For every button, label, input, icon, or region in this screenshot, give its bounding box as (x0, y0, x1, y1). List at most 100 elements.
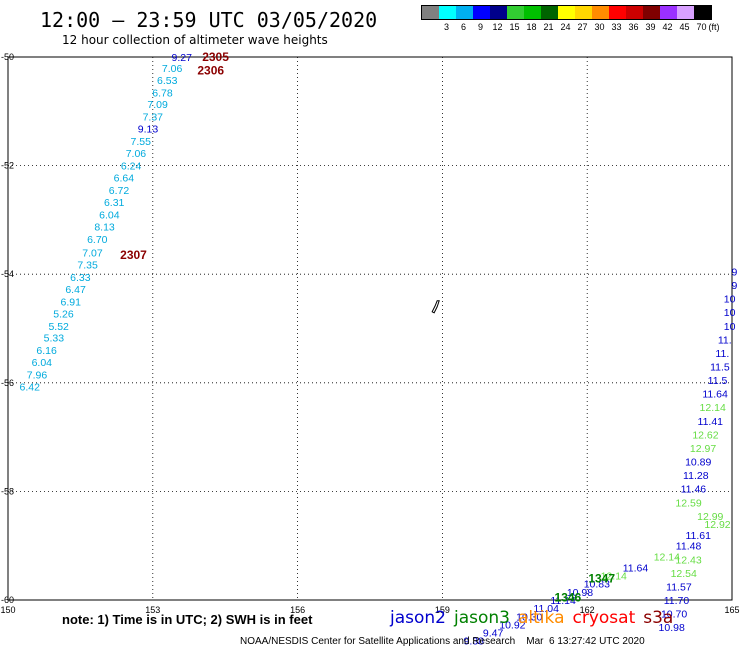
wave-height-value: 9.38 (464, 636, 485, 648)
wave-height-value: 9.47 (483, 628, 504, 640)
legend-swatch (541, 6, 558, 19)
wave-height-value: 11.64 (623, 562, 649, 574)
wave-height-value: 12.43 (675, 554, 701, 566)
wave-height-value: 10 (724, 307, 736, 319)
satellite-name-altika: altika (518, 608, 565, 628)
island-shape (431, 300, 440, 314)
wave-height-value: 10.83 (584, 579, 610, 591)
track-id-label: 2305 (202, 50, 229, 64)
wave-height-values: 9.277.066.536.787.097.379.137.557.066.24… (20, 52, 738, 648)
page-subtitle: 12 hour collection of altimeter wave hei… (62, 33, 328, 47)
satellite-name-cryosat: cryosat (572, 608, 636, 628)
legend-label: 6 (460, 22, 467, 32)
lat-tick-label: -50 (1, 52, 14, 62)
page-title: 12:00 – 23:59 UTC 03/05/2020 (40, 8, 378, 32)
legend-swatch (643, 6, 660, 19)
wave-height-value: 7.06 (162, 63, 183, 75)
wave-height-value: 9.13 (138, 124, 159, 136)
legend-labels: 3 6 9 12 15 18 21 24 27 30 33 36 39 42 45 70 (ft) (421, 20, 720, 34)
wave-height-value: 5.52 (48, 321, 69, 333)
wave-height-value: 5.26 (53, 308, 74, 320)
map-frame (7, 56, 733, 601)
wave-height-value: 10.98 (567, 587, 593, 599)
map-tick-labels: 150 153 156 159 162 165 -50 -52 -54 -56 -58 -60 (0, 52, 739, 615)
wave-height-value: 6.70 (87, 234, 108, 246)
wave-height-value: 12.14 (654, 552, 680, 564)
legend-label: 33 (611, 22, 622, 32)
wave-height-value: 6.91 (61, 296, 82, 308)
legend-unit: (ft) (708, 22, 720, 32)
wave-height-value: 6.78 (152, 87, 173, 99)
footer-credit: NOAA/NESDIS Center for Satellite Applica… (240, 636, 645, 647)
legend-swatch (507, 6, 524, 19)
legend-swatch (609, 6, 626, 19)
wave-height-value: 6.31 (104, 197, 125, 209)
wave-height-value: 6.24 (121, 161, 142, 173)
wave-height-value: 12.14 (700, 402, 726, 414)
wave-height-value: 7.35 (77, 259, 98, 271)
track-id-label: 2307 (120, 248, 147, 262)
wave-height-value: 11.70 (664, 595, 690, 607)
legend-swatch (694, 6, 711, 19)
map-grid (7, 56, 733, 601)
legend-swatches (421, 5, 712, 20)
satellite-name-s3a: s3a (643, 608, 674, 628)
wave-height-value: 6.53 (157, 75, 178, 87)
wave-height-value: 12.62 (692, 429, 718, 441)
legend-label: 70 (696, 22, 707, 32)
wave-height-value: 10.98 (659, 622, 685, 634)
legend-label: 9 (477, 22, 484, 32)
wave-height-value: 10.89 (685, 457, 711, 469)
wave-height-value: 12.54 (671, 568, 697, 580)
legend-label: 21 (543, 22, 554, 32)
wave-height-value: 7.07 (82, 247, 103, 259)
legend-label: 12 (492, 22, 503, 32)
wave-height-value: 12.14 (601, 571, 627, 583)
wave-height-value: 10.92 (499, 619, 525, 631)
lat-tick-label: -58 (1, 486, 14, 496)
legend-swatch (422, 6, 439, 19)
wave-height-value: 7.55 (131, 136, 152, 148)
wave-height-value: 12.97 (690, 443, 716, 455)
satellite-legend: jason2 jason3 altika cryosat s3a (390, 608, 681, 628)
lon-tick-label: 159 (435, 605, 450, 615)
legend-swatch (456, 6, 473, 19)
legend-label: 3 (443, 22, 450, 32)
wave-height-value: 9.27 (172, 52, 193, 64)
legend-label: 30 (594, 22, 605, 32)
track-id-label: 2306 (197, 64, 224, 78)
wave-height-value: 11.64 (702, 389, 728, 401)
lat-tick-label: -60 (1, 595, 14, 605)
wave-height-value: 6.72 (109, 185, 130, 197)
wave-height-value: 7.06 (126, 148, 147, 160)
legend-swatch (660, 6, 677, 19)
legend-label: 36 (628, 22, 639, 32)
wave-height-value: 6.47 (65, 284, 86, 296)
lon-tick-label: 150 (0, 605, 15, 615)
legend-label: 39 (645, 22, 656, 32)
wave-height-value: 10 (724, 294, 736, 306)
units-note: note: 1) Time is in UTC; 2) SWH is in fe… (62, 612, 313, 627)
lat-tick-label: -54 (1, 269, 14, 279)
legend-swatch (626, 6, 643, 19)
legend-swatch (558, 6, 575, 19)
island-outline (431, 300, 440, 314)
wave-height-value: 11.04 (533, 603, 559, 615)
legend-swatch (575, 6, 592, 19)
wave-height-value: 11.5 (708, 375, 728, 387)
legend-swatch (592, 6, 609, 19)
legend-label: 27 (577, 22, 588, 32)
lon-tick-label: 156 (290, 605, 305, 615)
wave-height-value: 12.92 (704, 519, 730, 531)
lon-tick-label: 165 (724, 605, 739, 615)
lon-tick-label: 153 (145, 605, 160, 615)
wave-height-value: 7.37 (143, 112, 164, 124)
legend-label: 15 (509, 22, 520, 32)
wave-height-value: 11.41 (698, 416, 724, 428)
wave-height-value: 8.13 (94, 221, 115, 233)
satellite-name-jason3: jason3 (454, 608, 510, 628)
lat-tick-label: -52 (1, 161, 14, 171)
track-id-label: 1347 (588, 571, 615, 585)
